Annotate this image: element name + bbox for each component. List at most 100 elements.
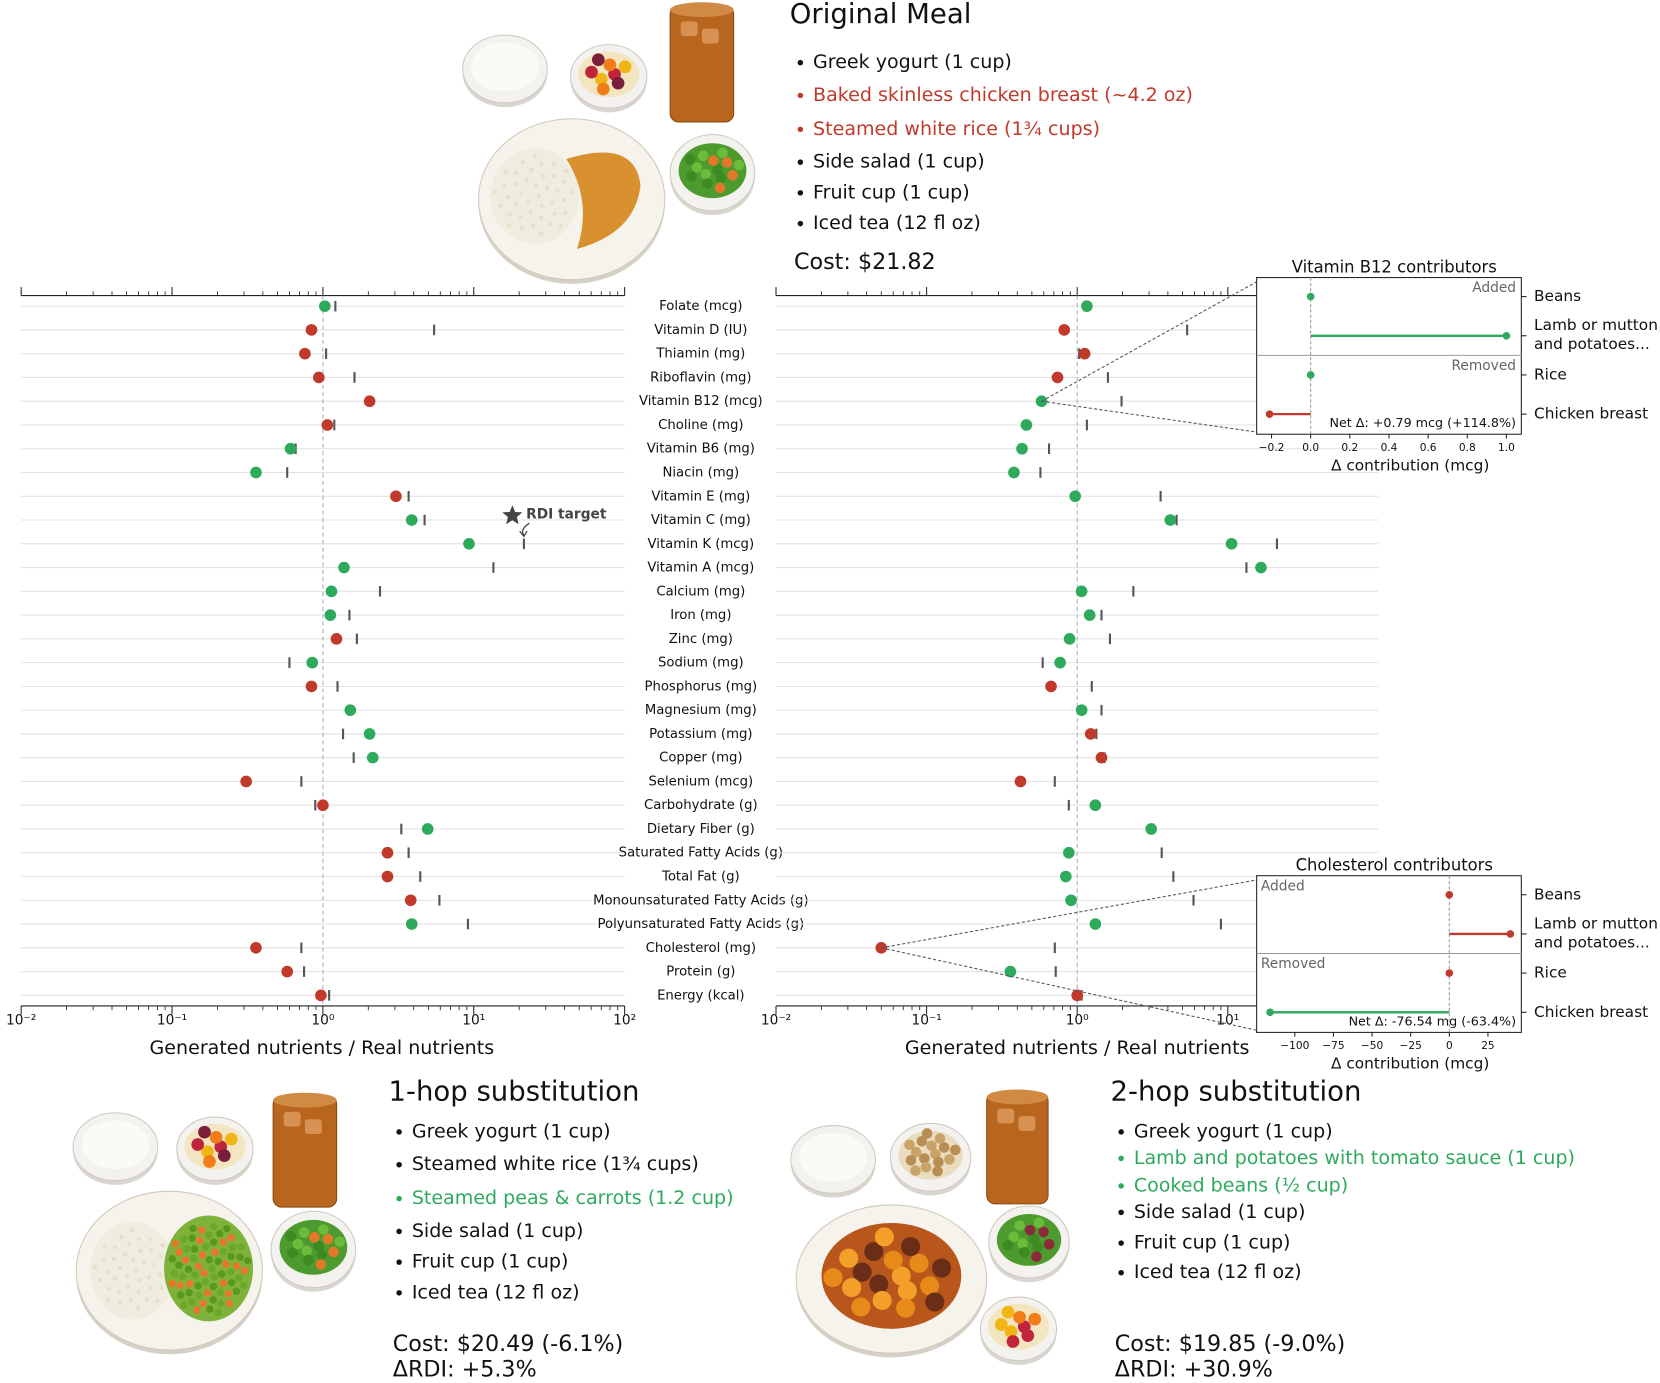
ice: [1018, 1116, 1036, 1131]
x-axis-label: Δ contribution (mcg): [1331, 457, 1489, 475]
meal-item-text: Fruit cup (1 cup): [1134, 1232, 1291, 1254]
food-piece: [531, 223, 536, 228]
food-piece: [232, 1262, 241, 1270]
ratio-dot: [1059, 870, 1072, 883]
food-piece: [538, 231, 543, 236]
food-piece: [205, 1256, 213, 1264]
ratio-dot: [381, 846, 394, 859]
category-label: Potassium (mg): [649, 727, 752, 742]
inset-title: Vitamin B12 contributors: [1292, 258, 1497, 277]
bullet: [396, 1129, 402, 1135]
category-label: Folate (mcg): [659, 299, 742, 314]
ratio-dot: [390, 490, 402, 503]
category-label: Lamb or mutton and potatoes...: [1534, 316, 1658, 353]
bullet: [396, 1195, 402, 1202]
food-piece: [226, 1268, 235, 1276]
contribution-dot: [1306, 371, 1315, 379]
meal-item-text: Steamed white rice (1¾ cups): [813, 118, 1100, 140]
food-piece: [217, 1149, 231, 1162]
food-piece: [932, 1165, 943, 1177]
bullet: [797, 159, 804, 165]
meal-item: Iced tea (12 fl oz): [797, 212, 981, 234]
food-piece: [122, 1252, 127, 1257]
food-piece: [561, 198, 566, 203]
bullet: [797, 59, 804, 66]
food-piece: [552, 211, 557, 216]
food-piece: [190, 1254, 198, 1263]
meal-item-text: Iced tea (12 fl oz): [412, 1281, 580, 1303]
food-piece: [180, 1301, 188, 1309]
category-label: Vitamin A (mcg): [647, 561, 754, 576]
food-piece: [215, 1229, 224, 1238]
food-piece: [932, 1258, 952, 1278]
food-piece: [519, 191, 524, 196]
category-label: Vitamin K (mcg): [648, 537, 755, 552]
food-piece: [944, 1154, 955, 1165]
food-piece: [203, 1155, 216, 1168]
food-piece: [697, 150, 709, 162]
x-tick-label: 0.2: [1341, 442, 1358, 454]
meal-item: Fruit cup (1 cup): [1118, 1232, 1290, 1254]
annotation-star: [502, 505, 523, 525]
food-piece: [106, 1286, 111, 1291]
meal-item-text: Fruit cup (1 cup): [813, 181, 970, 203]
food-piece: [134, 1268, 139, 1273]
glass: [273, 1092, 337, 1108]
meal-item: Greek yogurt (1 cup): [1118, 1120, 1333, 1142]
meal-item: Greek yogurt (1 cup): [797, 51, 1012, 73]
meal-title: 1-hop substitution: [389, 1076, 640, 1108]
food-piece: [702, 178, 713, 189]
x-tick-label: 0: [1446, 1040, 1453, 1052]
meal-item: Iced tea (12 fl oz): [1118, 1261, 1302, 1283]
food-piece: [127, 1242, 132, 1247]
ratio-dot: [363, 728, 376, 740]
food-piece: [994, 1318, 1008, 1331]
food-piece: [175, 1261, 183, 1269]
food-piece: [558, 224, 563, 229]
ratio-dot: [1145, 823, 1158, 835]
food-piece: [157, 1272, 163, 1277]
food-piece: [925, 1292, 945, 1312]
category-label: Niacin (mg): [662, 466, 739, 481]
food-piece: [136, 1290, 141, 1295]
x-tick-label: −75: [1322, 1040, 1344, 1052]
food-piece: [934, 1133, 946, 1144]
food-piece: [897, 1281, 917, 1301]
food-piece: [684, 154, 696, 165]
food-piece: [721, 157, 733, 168]
contribution-dot: [1265, 410, 1274, 418]
food-piece: [224, 1132, 238, 1146]
meal-cost: Cost: $19.85 (-9.0%): [1115, 1331, 1346, 1357]
category-label: Energy (kcal): [657, 988, 745, 1003]
meal-item: Side salad (1 cup): [797, 151, 985, 173]
food-piece: [493, 190, 498, 195]
contribution-dot: [1502, 331, 1511, 340]
net-label: Net Δ: +0.79 mcg (+114.8%): [1329, 415, 1516, 430]
food-piece: [514, 201, 519, 207]
connector: [1041, 281, 1257, 402]
food-piece: [136, 1236, 141, 1242]
ratio-dot: [1164, 514, 1177, 526]
food-piece: [1033, 1217, 1045, 1228]
food-piece: [938, 1142, 950, 1153]
ratio-dot: [1075, 704, 1088, 716]
food-piece: [235, 1274, 243, 1282]
food-piece: [905, 1155, 917, 1166]
ratio-dot: [363, 395, 376, 408]
ratio-dot: [1051, 371, 1064, 384]
ratio-dot: [1089, 918, 1102, 930]
food-piece: [869, 1274, 889, 1294]
food-piece: [594, 72, 608, 86]
meal-item: Iced tea (12 fl oz): [396, 1281, 580, 1303]
meal-item-text: Side salad (1 cup): [813, 151, 985, 173]
food-piece: [524, 177, 529, 182]
food-piece: [316, 1249, 328, 1260]
food-piece: [217, 1299, 225, 1307]
x-tick-label: 0.8: [1459, 442, 1476, 454]
food-piece: [136, 1306, 141, 1311]
x-tick-label: −0.2: [1259, 442, 1285, 454]
x-tick-label: 1.0: [1498, 442, 1515, 454]
food-piece: [1017, 1238, 1028, 1249]
food-piece: [168, 1279, 176, 1288]
category-label: Magnesium (mg): [645, 703, 757, 718]
